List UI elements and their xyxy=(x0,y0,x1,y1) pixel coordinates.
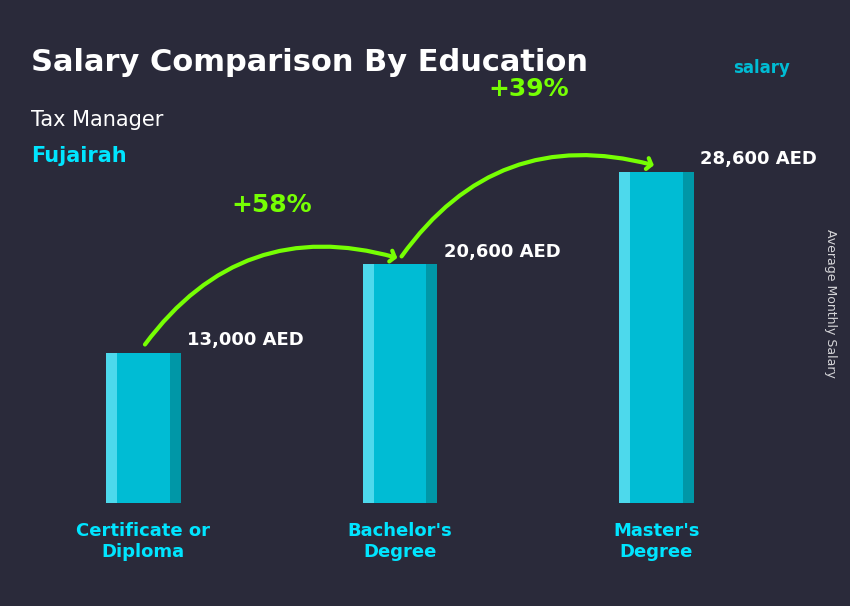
Bar xyxy=(619,171,631,503)
Text: Fujairah: Fujairah xyxy=(31,146,127,166)
Bar xyxy=(362,264,374,503)
Text: 28,600 AED: 28,600 AED xyxy=(700,150,817,168)
Text: +58%: +58% xyxy=(231,193,312,217)
Bar xyxy=(362,264,438,503)
Bar xyxy=(683,171,694,503)
Bar xyxy=(619,171,694,503)
Bar xyxy=(106,353,117,503)
Text: +39%: +39% xyxy=(488,77,569,101)
Text: 13,000 AED: 13,000 AED xyxy=(187,331,304,349)
Text: Salary Comparison By Education: Salary Comparison By Education xyxy=(31,48,588,78)
Text: 20,600 AED: 20,600 AED xyxy=(444,243,560,261)
Bar xyxy=(426,264,438,503)
Text: Tax Manager: Tax Manager xyxy=(31,110,163,130)
Text: Average Monthly Salary: Average Monthly Salary xyxy=(824,228,837,378)
Bar xyxy=(106,353,181,503)
Bar xyxy=(169,353,181,503)
Text: salary: salary xyxy=(734,59,790,78)
